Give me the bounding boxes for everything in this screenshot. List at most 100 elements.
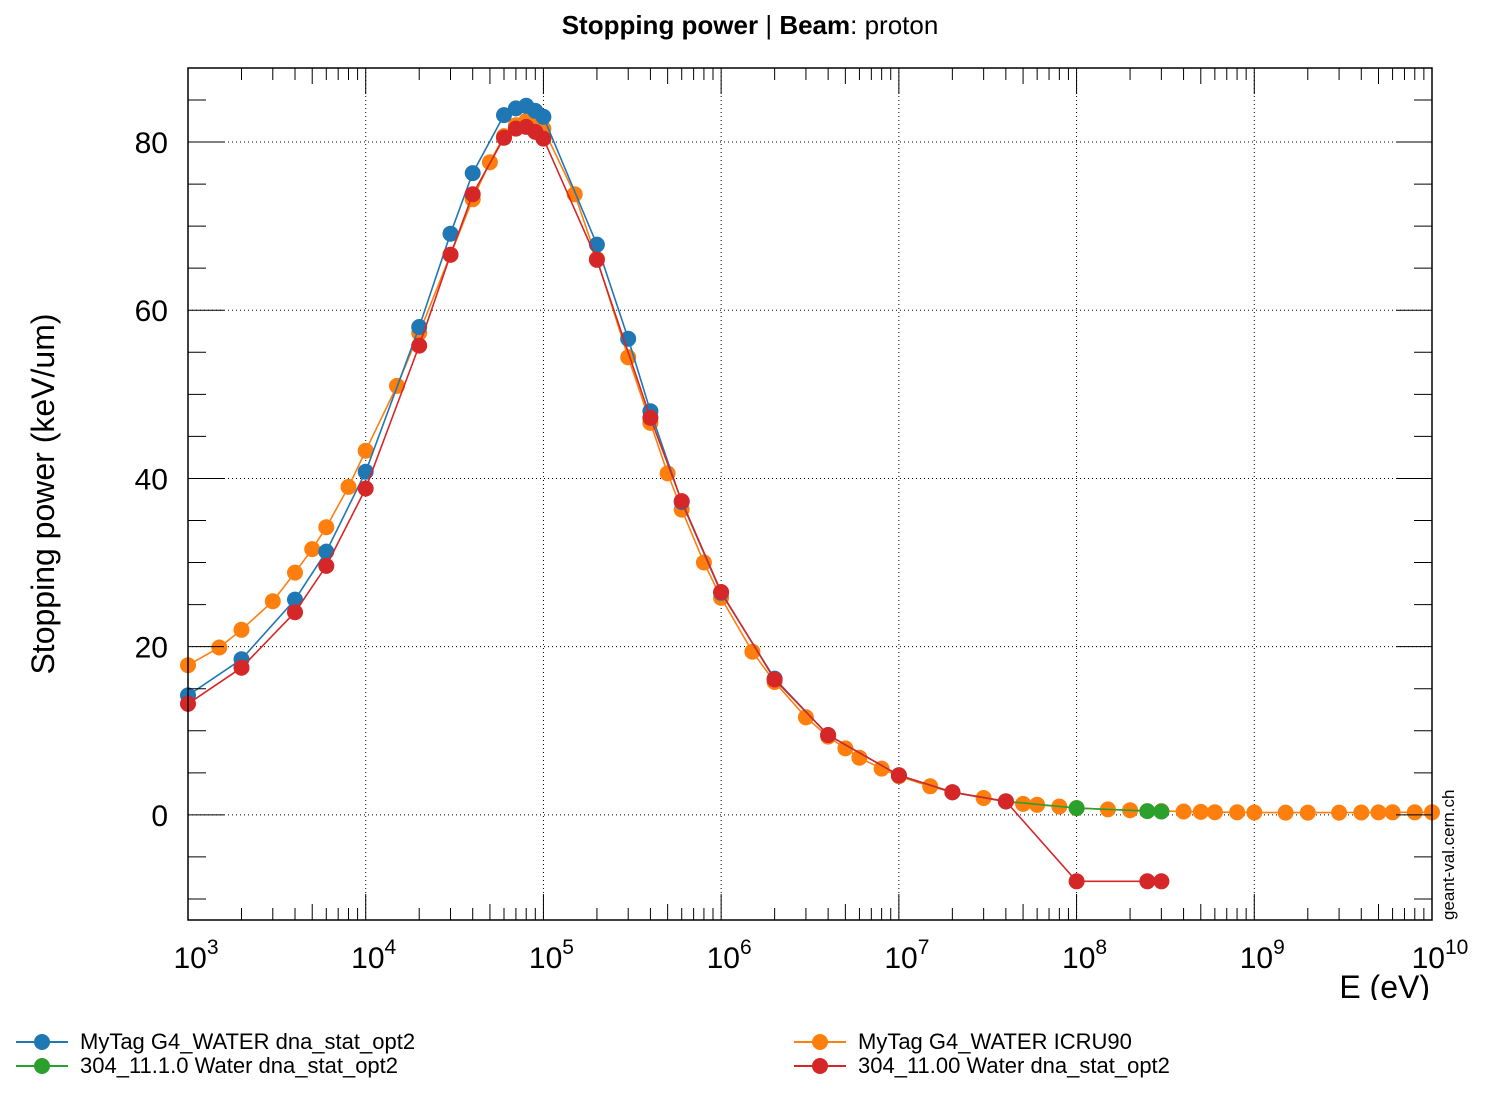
- data-point: [695, 554, 712, 571]
- data-point: [1068, 873, 1085, 890]
- data-point: [851, 749, 868, 766]
- x-axis-title: E (eV): [1339, 969, 1430, 1000]
- data-point: [890, 767, 907, 784]
- legend-item[interactable]: MyTag G4_WATER ICRU90: [784, 1029, 1170, 1054]
- data-point: [1406, 804, 1423, 821]
- tick-labels: 0 20 40 60 80 103 104 105 106 107 108 109 1010: [135, 127, 1469, 975]
- legend-item[interactable]: 304_11.1.0 Water dna_stat_opt2: [6, 1053, 415, 1078]
- y-tick-label: 20: [135, 632, 168, 665]
- data-point: [442, 225, 459, 242]
- data-point: [304, 541, 321, 558]
- legend-label: 304_11.00 Water dna_stat_opt2: [858, 1053, 1170, 1078]
- data-point: [442, 246, 459, 263]
- data-point: [1229, 804, 1246, 821]
- data-point: [797, 709, 814, 726]
- y-tick-label: 60: [135, 295, 168, 328]
- legend-dot: [34, 1058, 50, 1074]
- legend-dot: [812, 1058, 828, 1074]
- y-tick-label: 40: [135, 463, 168, 496]
- series-layer: [180, 97, 1440, 890]
- data-point: [1068, 800, 1085, 817]
- data-point: [1192, 803, 1209, 820]
- data-point: [873, 760, 890, 777]
- legend-marker: [784, 1030, 846, 1054]
- watermark: geant-val.cern.ch: [1439, 790, 1458, 920]
- y-tick-label: 0: [151, 800, 168, 833]
- data-point: [1246, 804, 1263, 821]
- axis-ticks: [187, 68, 1433, 920]
- data-point: [211, 639, 228, 656]
- stopping-power-chart: 0 20 40 60 80 103 104 105 106 107 108 109 1010 E (eV…: [25, 67, 1469, 1000]
- title-beam-label: Beam: [779, 10, 851, 40]
- data-point: [535, 130, 552, 147]
- data-point: [922, 778, 939, 795]
- x-tick-label: 107: [884, 936, 929, 975]
- legend-marker: [784, 1054, 846, 1078]
- y-tick-label: 80: [135, 127, 168, 160]
- data-point: [233, 659, 250, 676]
- title-beam-value: : proton: [850, 10, 939, 40]
- legend-left: MyTag G4_WATER dna_stat_opt2 304_11.1.0 …: [6, 1029, 416, 1078]
- series-3: [180, 118, 1170, 890]
- title-main: Stopping power: [561, 10, 759, 40]
- data-point: [287, 564, 303, 581]
- chart-title: Stopping power | Beam: proton: [0, 10, 1500, 41]
- data-point: [1153, 873, 1170, 890]
- data-point: [1353, 804, 1370, 821]
- legend-right: MyTag G4_WATER ICRU90 304_11.00 Water dn…: [784, 1029, 1170, 1078]
- data-point: [744, 643, 761, 660]
- legend-item[interactable]: MyTag G4_WATER dna_stat_opt2: [6, 1029, 416, 1054]
- data-point: [1206, 804, 1223, 821]
- data-point: [318, 543, 335, 560]
- grid: [188, 68, 1432, 920]
- data-point: [997, 793, 1014, 810]
- title-separator: |: [758, 10, 780, 40]
- data-point: [287, 604, 303, 621]
- data-point: [496, 129, 512, 146]
- plot-frame: [187, 67, 1433, 921]
- data-point: [318, 519, 335, 536]
- legend-label: MyTag G4_WATER dna_stat_opt2: [80, 1029, 416, 1054]
- data-point: [357, 442, 374, 459]
- data-point: [1175, 803, 1192, 820]
- data-point: [357, 480, 374, 497]
- x-tick-label: 103: [173, 936, 218, 975]
- data-point: [464, 165, 481, 182]
- data-point: [1384, 804, 1401, 821]
- data-point: [1277, 804, 1294, 821]
- data-point: [642, 409, 659, 426]
- x-tick-label: 105: [529, 936, 574, 975]
- data-point: [535, 108, 552, 125]
- data-point: [340, 478, 357, 495]
- series-0: [180, 97, 1014, 810]
- legend-dot: [812, 1034, 828, 1050]
- data-point: [766, 671, 783, 688]
- data-point: [287, 591, 303, 608]
- data-point: [464, 186, 481, 203]
- data-point: [620, 330, 637, 347]
- data-point: [1153, 803, 1170, 820]
- x-tick-label: 108: [1062, 936, 1107, 975]
- x-tick-label: 109: [1240, 936, 1285, 975]
- data-point: [1139, 803, 1156, 820]
- data-point: [496, 107, 512, 124]
- y-axis-title: Stopping power (keV/um): [25, 313, 61, 674]
- legend-item[interactable]: 304_11.00 Water dna_stat_opt2: [784, 1053, 1170, 1078]
- data-point: [820, 727, 837, 743]
- data-point: [588, 251, 605, 268]
- data-point: [411, 319, 428, 335]
- data-point: [411, 337, 428, 354]
- legend-marker: [6, 1030, 68, 1054]
- x-tick-label: 106: [707, 936, 752, 975]
- data-point: [659, 465, 676, 482]
- data-point: [1370, 804, 1387, 821]
- data-point: [713, 584, 730, 600]
- legend-dot: [34, 1034, 50, 1050]
- data-point: [264, 593, 281, 610]
- data-point: [1139, 873, 1156, 890]
- data-point: [1015, 795, 1032, 812]
- data-point: [944, 784, 961, 801]
- data-point: [233, 621, 250, 638]
- data-point: [673, 493, 690, 510]
- data-point: [1299, 804, 1316, 821]
